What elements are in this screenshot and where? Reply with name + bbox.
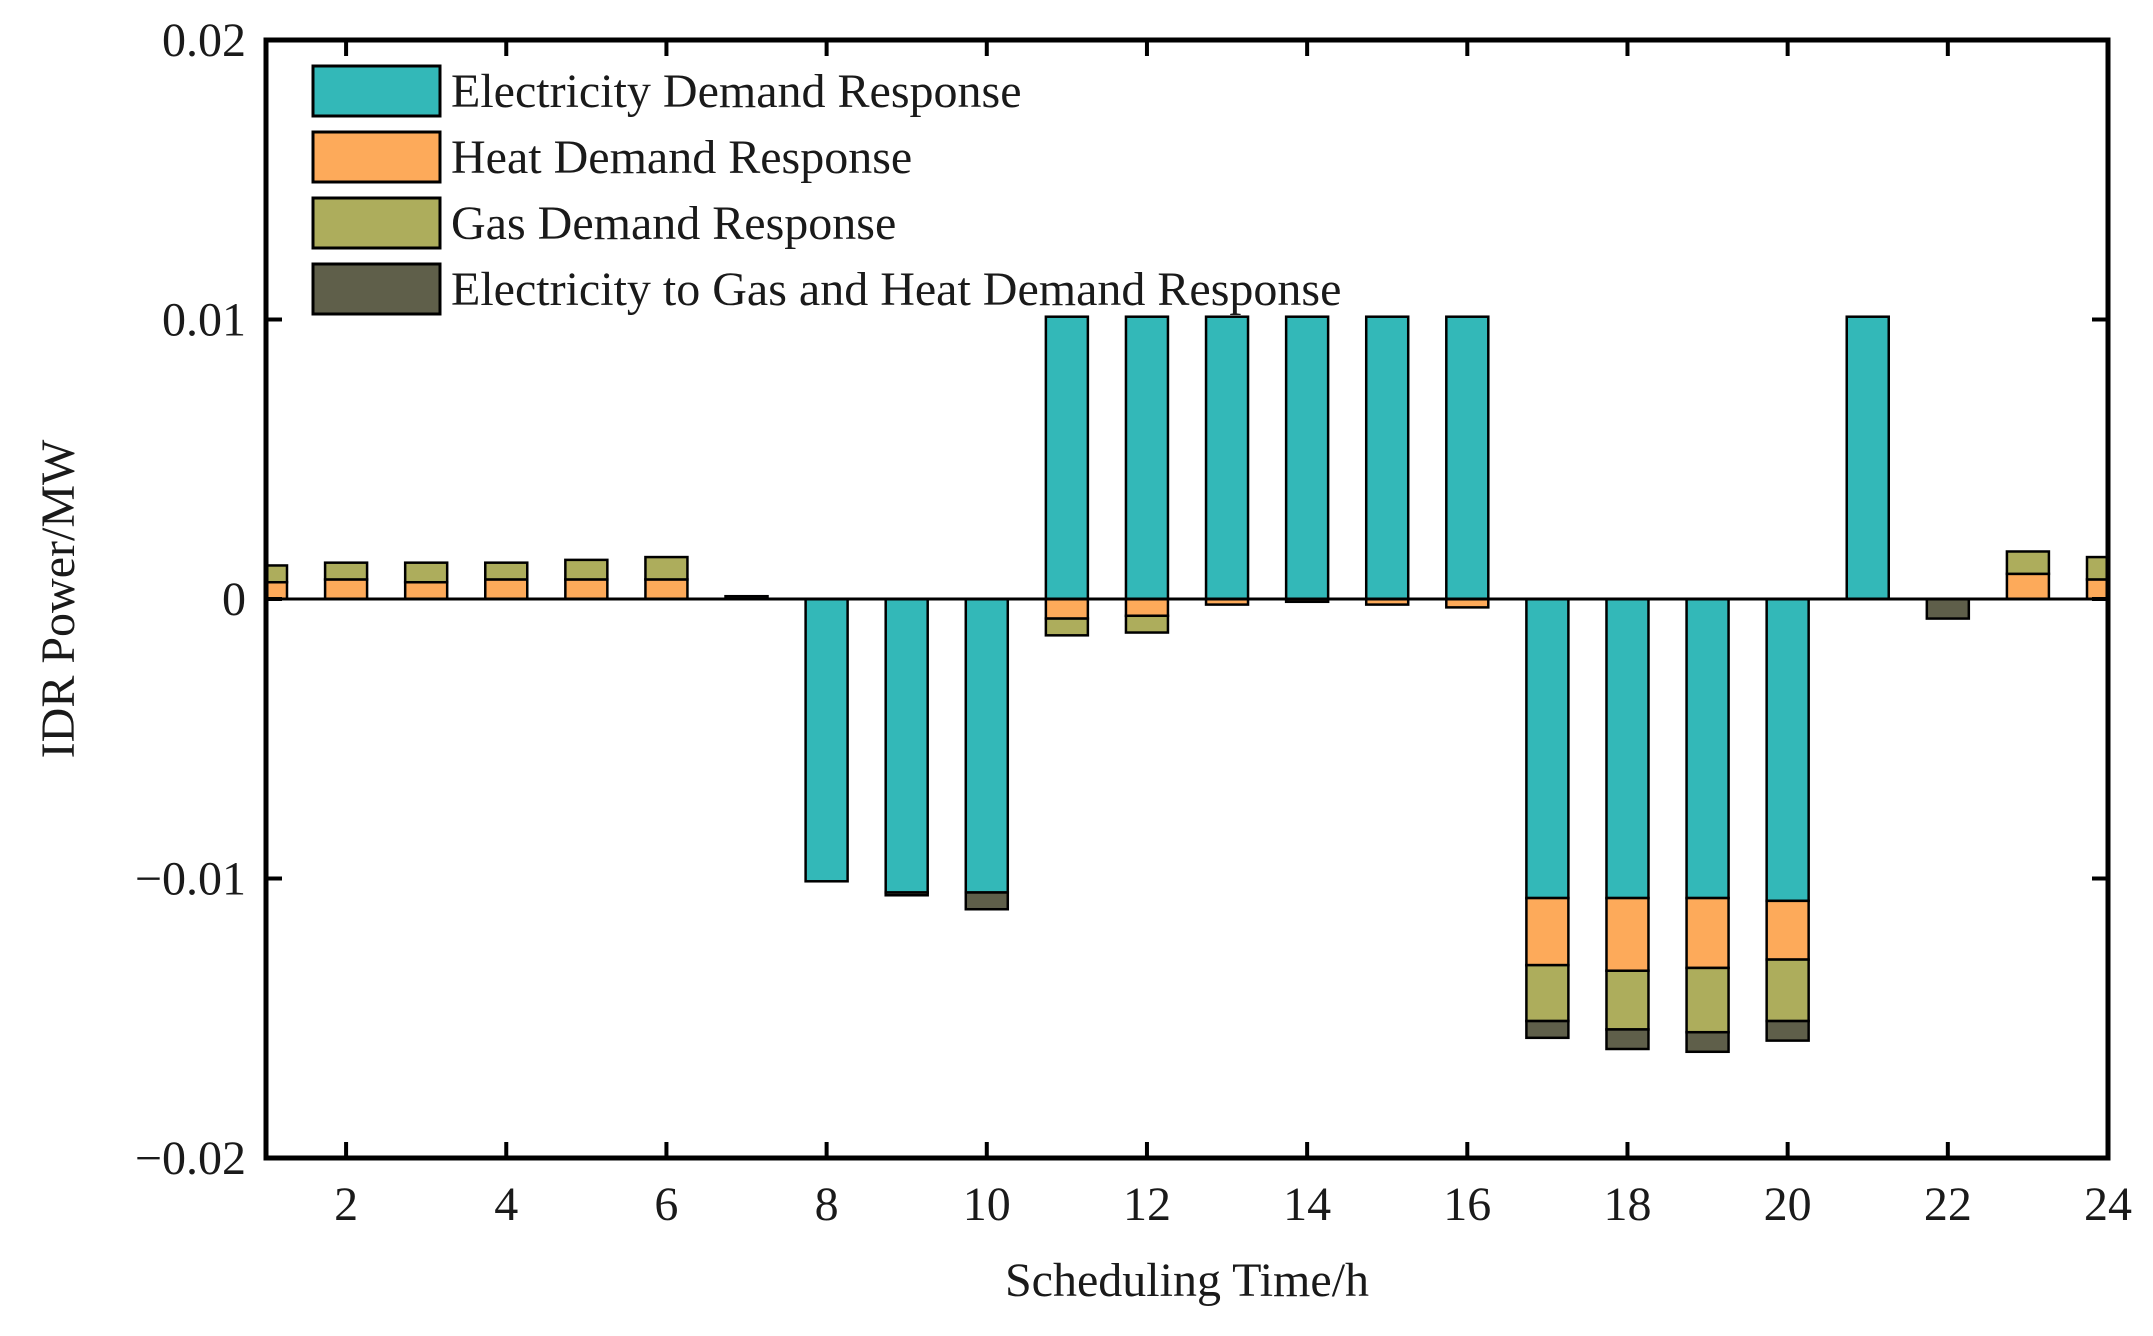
bar-4-t18 [1605,1028,1650,1051]
bar-3-t6 [644,555,689,581]
bar-3-t17 [1525,963,1570,1023]
bar-2-t1 [266,580,289,601]
bar-3-t4 [484,561,529,581]
x-axis-title: Scheduling Time/h [1005,1254,1369,1307]
x-tick-label: 8 [815,1178,839,1231]
bar-1-t12 [1124,315,1170,601]
x-tick-label: 4 [494,1178,518,1231]
bar-2-t12 [1124,597,1170,618]
x-tick-label: 10 [963,1178,1011,1231]
y-axis-title: IDR Power/MW [32,439,85,758]
bar-3-t3 [403,561,449,584]
y-tick-label: −0.01 [135,853,246,906]
bar-1-t9 [884,597,929,894]
bar-4-t10 [964,891,1010,911]
bar-2-t19 [1685,896,1730,970]
legend-label-3: Gas Demand Response [451,197,896,250]
y-tick-label: 0 [222,573,246,626]
bar-3-t19 [1685,966,1730,1034]
bar-3-t2 [323,561,369,581]
bar-2-t6 [644,578,689,601]
bar-4-t20 [1765,1019,1810,1042]
bar-4-t17 [1525,1019,1570,1040]
x-tick-label: 18 [1603,1178,1651,1231]
bar-1-t10 [964,597,1010,894]
bar-3-t24 [2085,555,2108,581]
bar-2-t3 [403,580,449,601]
legend-swatch-3 [311,196,442,250]
bar-2-t11 [1044,597,1090,620]
bar-2-t2 [323,578,369,601]
legend: Electricity Demand Response Heat Demand R… [311,64,1341,316]
x-tick-label: 2 [334,1178,358,1231]
y-tick-label: −0.02 [135,1132,246,1185]
bar-3-t20 [1765,958,1810,1023]
bar-1-t13 [1204,315,1250,601]
bar-2-t18 [1605,896,1650,972]
bar-1-t19 [1685,597,1730,900]
x-tick-label: 6 [654,1178,678,1231]
bar-2-t4 [484,578,529,601]
bar-1-t18 [1605,597,1650,900]
x-tick-label: 16 [1443,1178,1491,1231]
bar-4-t9 [884,891,929,897]
bar-1-t15 [1364,315,1410,601]
x-tick-label: 20 [1764,1178,1812,1231]
bar-3-t18 [1605,969,1650,1031]
legend-swatch-4 [311,262,442,316]
bar-1-t11 [1044,315,1090,601]
bar-4-t22 [1925,597,1971,620]
y-tick-label: 0.02 [162,14,246,67]
bar-3-t12 [1124,614,1170,634]
bar-2-t23 [2005,572,2051,601]
legend-swatch-1 [311,64,442,118]
bar-1-t21 [1845,315,1890,601]
bar-1-t17 [1525,597,1570,900]
bar-4-t19 [1685,1030,1730,1054]
legend-label-4: Electricity to Gas and Heat Demand Respo… [451,263,1341,316]
bar-2-t24 [2085,578,2108,601]
bar-1-t14 [1284,315,1330,601]
bar-2-t17 [1525,896,1570,967]
x-tick-label: 14 [1283,1178,1331,1231]
bar-2-t5 [564,578,609,601]
x-tick-label: 24 [2084,1178,2132,1231]
bar-3-t5 [564,558,609,581]
legend-label-1: Electricity Demand Response [451,65,1022,118]
legend-swatch-2 [311,130,442,184]
bar-1-t20 [1765,597,1810,903]
bar-3-t1 [266,564,289,584]
x-tick-label: 22 [1924,1178,1972,1231]
x-tick-label: 12 [1123,1178,1171,1231]
bar-2-t20 [1765,899,1810,961]
y-tick-label: 0.01 [162,294,246,347]
bars-layer [266,315,2108,1054]
legend-label-2: Heat Demand Response [451,131,912,184]
bar-1-t16 [1445,315,1490,601]
bar-1-t8 [804,597,849,883]
bar-3-t23 [2005,550,2051,576]
bar-3-t11 [1044,617,1090,637]
